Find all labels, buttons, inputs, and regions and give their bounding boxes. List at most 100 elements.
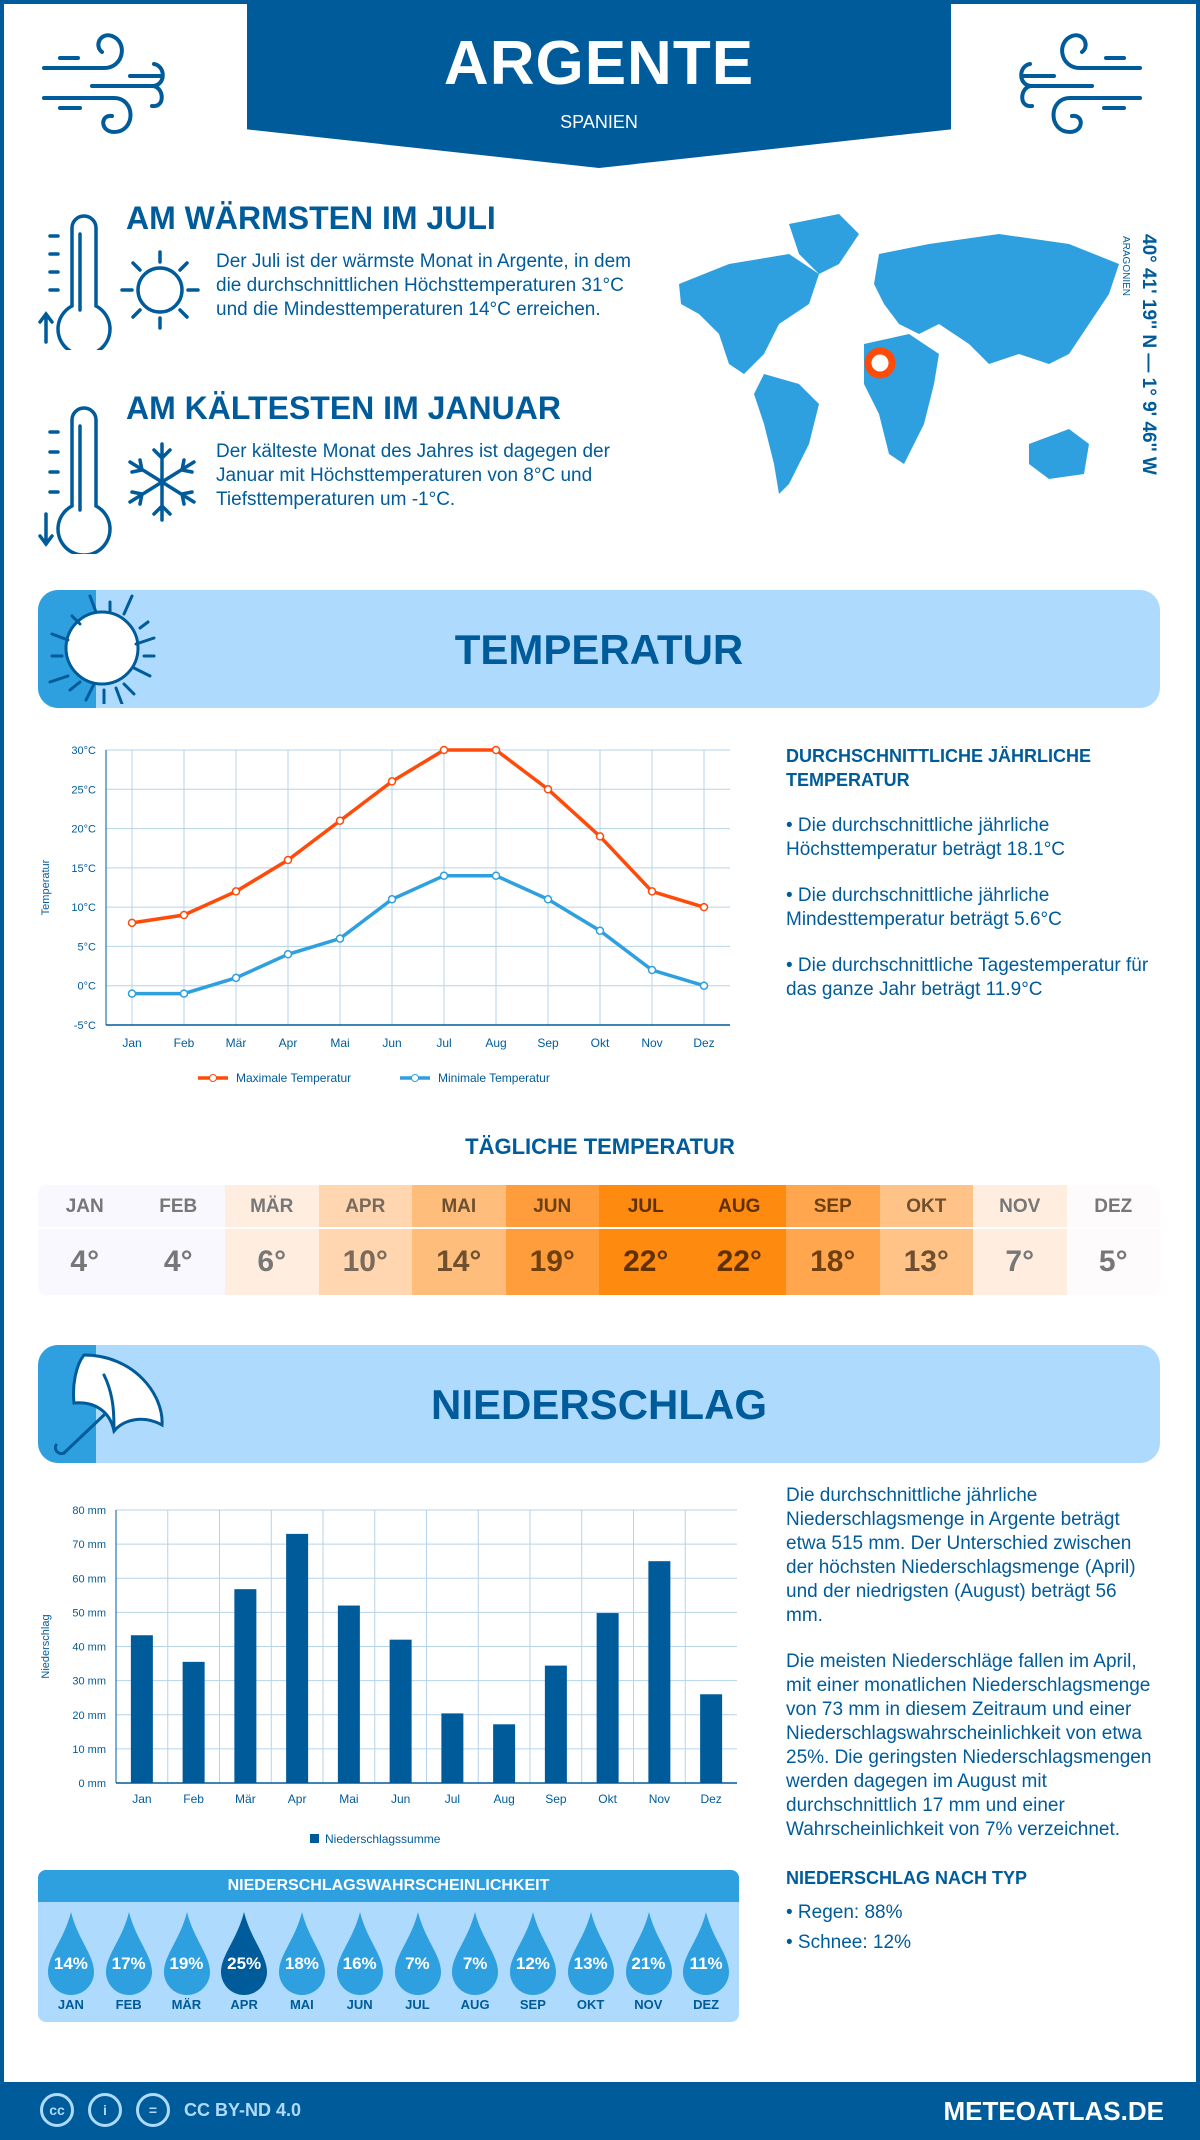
y-axis-label: Temperatur [40, 859, 52, 915]
raindrop-icon [279, 1912, 325, 1995]
bullet-avg: • Die durchschnittliche Tagestemperatur … [786, 955, 1149, 1000]
precipitation-probability-box: NIEDERSCHLAGSWAHRSCHEINLICHKEIT 14% JAN 17… [38, 1870, 739, 2022]
data-point [283, 950, 293, 959]
data-point [283, 855, 293, 865]
precipitation-section-title: NIEDERSCHLAG [430, 1381, 768, 1428]
raindrop-icon [163, 1912, 210, 1995]
probability-value: 7% [405, 1954, 430, 1973]
x-tick-label: Feb [183, 1792, 204, 1806]
daily-temperature-heading: TÄGLICHE TEMPERATUR [465, 1134, 735, 1159]
probability-value: 14% [53, 1954, 88, 1973]
temp-value: 4° [163, 1245, 193, 1278]
bar [700, 1694, 723, 1783]
daily-temp-cell: SEP 18° [786, 1185, 880, 1295]
month-label: JAN [57, 1997, 84, 2012]
raindrop-icon [452, 1912, 499, 1995]
thermometer-up-icon [38, 214, 112, 350]
data-point [179, 910, 189, 920]
precipitation-paragraph-2: Die meisten Niederschläge fallen im Apri… [786, 1651, 1152, 1840]
y-tick-label: 80 mm [72, 1505, 106, 1517]
x-tick-label: Apr [288, 1792, 307, 1806]
data-point [491, 871, 501, 880]
raindrop-icon [683, 1912, 730, 1995]
legend-label: Maximale Temperatur [236, 1071, 351, 1085]
bar [337, 1605, 360, 1783]
probability-drop: 13% OKT [562, 1902, 620, 2022]
probability-value: 11% [689, 1954, 723, 1973]
raindrop-icon [625, 1912, 672, 1995]
month-label: JUN [346, 1997, 373, 2012]
probability-drop: 18% MAI [273, 1902, 331, 2022]
legend-marker [411, 1074, 419, 1082]
probability-drop: 14% JAN [42, 1902, 100, 2022]
month-label: AUG [460, 1997, 490, 2012]
data-point [439, 745, 449, 755]
y-tick-label: 30 mm [72, 1676, 106, 1688]
warmest-text: Der Juli ist der wärmste Monat in Argent… [216, 251, 632, 320]
x-tick-label: Jan [132, 1792, 151, 1806]
raindrop-icon [510, 1912, 556, 1995]
x-tick-label: Jul [445, 1792, 460, 1806]
daily-temp-cell: JUL 22° [599, 1185, 693, 1295]
y-tick-label: 40 mm [72, 1642, 106, 1654]
month-label: APR [318, 1185, 412, 1229]
daily-temp-cell: FEB 4° [131, 1185, 225, 1295]
x-tick-label: Mai [339, 1792, 358, 1806]
daily-temp-cell: DEZ 5° [1066, 1185, 1160, 1295]
month-label: JUN [505, 1185, 599, 1229]
annual-temperature-info: DURCHSCHNITTLICHE JÄHRLICHE TEMPERATUR •… [786, 744, 1156, 1002]
legend-swatch [310, 1834, 319, 1843]
precipitation-banner: NIEDERSCHLAG [38, 1345, 1160, 1463]
license-label[interactable]: CC BY-ND 4.0 [184, 2100, 302, 2120]
month-label: MÄR [171, 1997, 202, 2012]
data-point [387, 895, 397, 904]
month-label: JUL [405, 1997, 430, 2012]
bar [544, 1665, 567, 1783]
wind-icon [42, 33, 165, 135]
raindrop-icon [48, 1912, 94, 1995]
probability-drop: 12% SEP [504, 1902, 562, 2022]
probability-value: 12% [515, 1954, 550, 1973]
bar [493, 1724, 516, 1783]
month-label: JUL [599, 1185, 693, 1229]
coldest-text: Der kälteste Monat des Jahres ist dagege… [216, 441, 610, 510]
x-tick-label: Jun [382, 1036, 401, 1050]
temp-value: 6° [257, 1245, 287, 1278]
x-tick-label: Nov [641, 1036, 662, 1050]
y-tick-label: 25°C [71, 784, 96, 796]
data-point [231, 973, 241, 983]
bar [286, 1533, 309, 1783]
y-axis-label: Niederschlag [40, 1614, 52, 1678]
temp-value: 22° [716, 1245, 762, 1278]
probability-value: 25% [227, 1954, 262, 1973]
annual-temperature-heading: DURCHSCHNITTLICHE JÄHRLICHE TEMPERATUR [786, 746, 1091, 790]
probability-value: 21% [631, 1954, 666, 1973]
data-point [179, 989, 189, 998]
daily-temp-cell: APR 10° [318, 1185, 412, 1295]
city-title: ARGENTE [443, 29, 755, 98]
data-point [127, 918, 137, 928]
data-point [387, 777, 397, 786]
month-label: DEZ [693, 1997, 720, 2012]
probability-value: 7% [462, 1954, 488, 1973]
probability-drop: 21% NOV [620, 1902, 678, 2022]
month-label: SEP [786, 1185, 880, 1229]
y-tick-label: 10°C [71, 902, 96, 914]
temp-value: 22° [623, 1245, 669, 1278]
equals-icon: = [136, 2093, 170, 2127]
bar [441, 1713, 464, 1783]
month-label: NOV [973, 1185, 1067, 1229]
probability-value: 13% [573, 1954, 608, 1973]
temp-value: 13° [903, 1245, 949, 1278]
x-tick-label: Aug [493, 1792, 514, 1806]
x-tick-label: Sep [545, 1792, 567, 1806]
y-tick-label: 5°C [78, 941, 97, 953]
cc-icon: cc [40, 2093, 74, 2127]
site-link[interactable]: METEOATLAS.DE [943, 2096, 1164, 2126]
x-tick-label: Aug [485, 1036, 506, 1050]
raindrop-icon [567, 1912, 614, 1995]
y-tick-label: 30°C [71, 745, 96, 757]
series-line-0 [131, 748, 705, 925]
y-tick-label: 70 mm [72, 1539, 106, 1551]
raindrop-icon [336, 1912, 383, 1995]
